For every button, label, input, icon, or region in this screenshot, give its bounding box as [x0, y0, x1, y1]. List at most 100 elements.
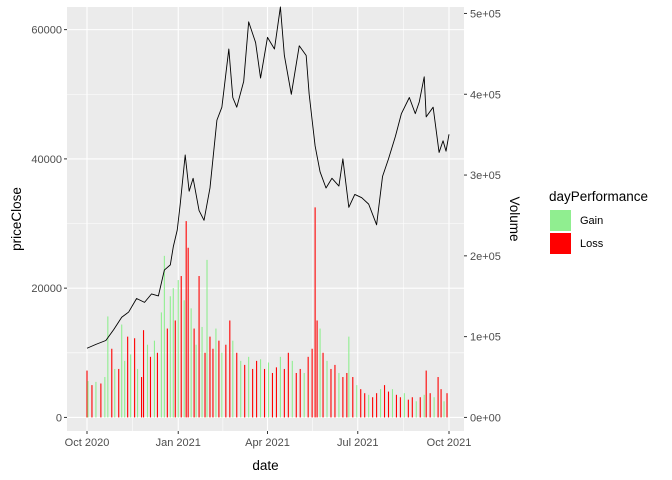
price-line [86, 6, 450, 349]
volume-bar [411, 397, 413, 418]
volume-bar [225, 344, 227, 418]
y-axis-left: 0 20000 40000 60000 [31, 25, 67, 424]
volume-bar [240, 360, 242, 418]
legend-swatch-loss [550, 233, 571, 254]
volume-bar [229, 320, 231, 418]
volume-bar [419, 397, 421, 418]
x-axis: Oct 2020 Jan 2021 Apr 2021 Jul 2021 Oct 2021 [65, 431, 472, 449]
volume-bar [236, 352, 238, 418]
volume-bar [100, 383, 102, 418]
volume-bar [425, 370, 427, 418]
volume-bar [330, 368, 332, 418]
volume-bar [352, 377, 354, 418]
volume-bar [338, 372, 340, 418]
y-axis-tick-label: 40000 [31, 154, 62, 166]
y-axis-right: 0e+00 1e+05 2e+05 3e+05 4e+05 5e+05 [464, 8, 501, 424]
volume-bar [169, 296, 171, 418]
volume-bar [252, 368, 254, 418]
volume-bar [185, 221, 187, 418]
x-axis-tick-label: Apr 2021 [245, 437, 290, 449]
legend-swatch-gain [550, 210, 571, 231]
x-axis-tick-label: Oct 2021 [427, 437, 472, 449]
x-axis-tick-label: Jan 2021 [156, 437, 201, 449]
volume-bar [360, 389, 362, 418]
volume-bar [437, 377, 439, 418]
y2-axis-tick-label: 5e+05 [470, 8, 501, 20]
volume-bar [177, 280, 179, 418]
volume-bar [149, 356, 152, 418]
volume-bar [380, 389, 382, 418]
volume-bar [118, 368, 120, 418]
volume-bar [334, 364, 336, 418]
volume-bar [198, 276, 200, 418]
legend-label-gain: Gain [580, 215, 603, 227]
minor-gridlines [67, 7, 464, 431]
major-gridlines [67, 7, 464, 431]
volume-bar [446, 393, 448, 418]
volume-bar [391, 389, 394, 418]
y-axis-tick-label: 20000 [31, 283, 62, 295]
volume-bar [201, 326, 203, 418]
volume-bar [114, 368, 116, 418]
volume-bar [218, 340, 220, 418]
volume-bar [376, 393, 378, 418]
volume-bar [172, 288, 174, 418]
volume-bar [153, 340, 155, 418]
volume-bar [130, 354, 132, 418]
volume-bar [443, 401, 445, 418]
volume-bar [399, 397, 401, 418]
volume-bar [134, 338, 136, 418]
y2-axis-tick-label: 0e+00 [470, 412, 501, 424]
volume-bar [260, 359, 262, 418]
volume-bar [429, 393, 431, 418]
volume-bar [283, 368, 285, 418]
volume-bar [156, 352, 158, 418]
volume-bar [342, 377, 344, 418]
y2-axis-tick-label: 3e+05 [470, 170, 501, 182]
volume-bar [248, 356, 250, 418]
volume-bar [299, 368, 301, 418]
volume-bar [104, 377, 106, 418]
volume-bar [263, 368, 266, 418]
volume-bar [372, 397, 374, 418]
volume-bars [86, 207, 448, 418]
volume-bar [221, 352, 223, 418]
volume-bar [183, 300, 185, 418]
volume-bar [107, 316, 109, 418]
volume-bar [407, 399, 409, 418]
volume-bar [206, 259, 208, 418]
volume-bar [232, 340, 234, 418]
legend: dayPerformance Gain Loss [549, 189, 648, 254]
volume-bar [180, 276, 182, 418]
y2-axis-tick-label: 4e+05 [470, 89, 501, 101]
volume-bar [212, 348, 214, 418]
volume-bar [193, 328, 195, 418]
volume-bar [141, 377, 143, 418]
volume-bar [146, 344, 149, 418]
volume-bar [187, 247, 189, 418]
x-axis-tick-label: Jul 2021 [337, 437, 379, 449]
volume-bar [87, 381, 89, 418]
volume-bar [137, 368, 139, 418]
volume-bar [423, 394, 425, 418]
volume-bar [111, 348, 113, 418]
volume-bar [91, 385, 93, 418]
volume-bar [127, 336, 129, 418]
volume-bar [383, 385, 386, 418]
volume-bar [267, 362, 270, 418]
y-axis-tick-label: 0 [56, 412, 62, 424]
price-line-layer [86, 6, 450, 349]
plot-panel [67, 7, 464, 431]
volume-bar [440, 389, 442, 418]
volume-bar [204, 352, 206, 418]
volume-bar [346, 372, 348, 418]
volume-bar [190, 308, 192, 418]
volume-bar [244, 364, 246, 418]
legend-title: dayPerformance [549, 189, 648, 204]
volume-bar [279, 356, 281, 418]
y2-axis-tick-label: 2e+05 [470, 251, 501, 263]
volume-bar [209, 336, 211, 418]
x-axis-tick-label: Oct 2020 [65, 437, 110, 449]
volume-bar [314, 207, 316, 418]
